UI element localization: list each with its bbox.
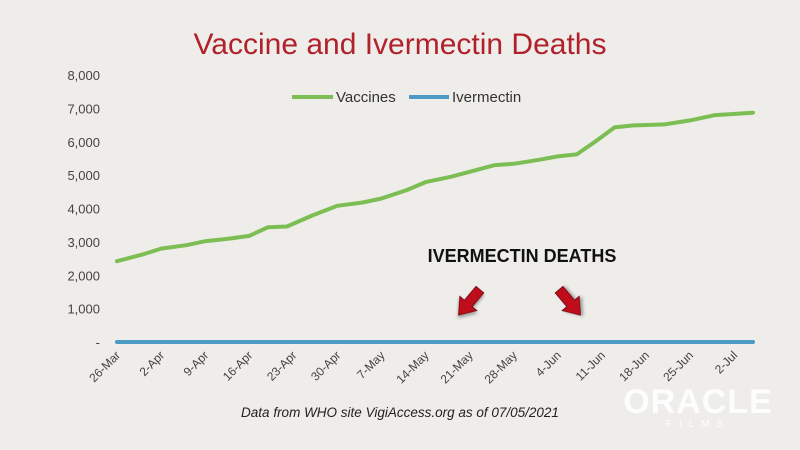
- annotation-ivermectin-deaths: IVERMECTIN DEATHS: [428, 246, 617, 266]
- series-line-vaccines: [115, 110, 755, 264]
- x-tick-label: 7-May: [354, 348, 387, 381]
- legend: Vaccines Ivermectin: [292, 89, 521, 106]
- x-tick-label: 25-Jun: [660, 348, 696, 384]
- y-tick-label: -: [96, 335, 100, 350]
- x-tick-label: 16-Apr: [220, 348, 255, 383]
- y-tick-label: 2,000: [67, 268, 100, 283]
- legend-label-vaccines: Vaccines: [336, 89, 396, 106]
- data-source-note: Data from WHO site VigiAccess.org as of …: [241, 405, 559, 420]
- logo-sub-text: FILMS: [665, 419, 731, 430]
- x-tick-label: 30-Apr: [308, 348, 343, 383]
- x-tick-label: 28-May: [482, 348, 520, 386]
- arrow-down-right-icon: [554, 285, 581, 316]
- x-tick-label: 4-Jun: [533, 348, 564, 379]
- chart-title: Vaccine and Ivermectin Deaths: [193, 28, 607, 61]
- y-tick-label: 5,000: [67, 168, 100, 183]
- arrow-down-left-icon: [458, 285, 485, 316]
- x-tick-label: 2-Apr: [137, 348, 168, 379]
- series-lines: [115, 110, 755, 344]
- y-tick-label: 8,000: [67, 68, 100, 83]
- y-axis: - 1,000 2,000 3,000 4,000 5,000 6,000 7,000 8,00…: [67, 68, 100, 350]
- logo-main-text: ORACLE: [623, 383, 773, 421]
- y-tick-label: 1,000: [67, 302, 100, 317]
- oracle-films-logo: ORACLE FILMS: [618, 385, 778, 431]
- y-tick-label: 7,000: [67, 101, 100, 116]
- x-tick-label: 11-Jun: [573, 348, 608, 383]
- x-tick-label: 21-May: [438, 348, 476, 386]
- x-axis: 26-Mar 2-Apr 9-Apr 16-Apr 23-Apr 30-Apr 7-May 1…: [86, 348, 740, 386]
- x-tick-label: 14-May: [393, 348, 431, 386]
- legend-label-ivermectin: Ivermectin: [452, 89, 521, 106]
- y-tick-label: 4,000: [67, 202, 100, 217]
- y-tick-label: 3,000: [67, 235, 100, 250]
- x-tick-label: 2-Jul: [712, 348, 740, 376]
- y-tick-label: 6,000: [67, 135, 100, 150]
- x-tick-label: 23-Apr: [264, 348, 299, 383]
- x-tick-label: 9-Apr: [181, 348, 212, 379]
- x-tick-label: 18-Jun: [616, 348, 652, 384]
- x-tick-label: 26-Mar: [86, 348, 123, 385]
